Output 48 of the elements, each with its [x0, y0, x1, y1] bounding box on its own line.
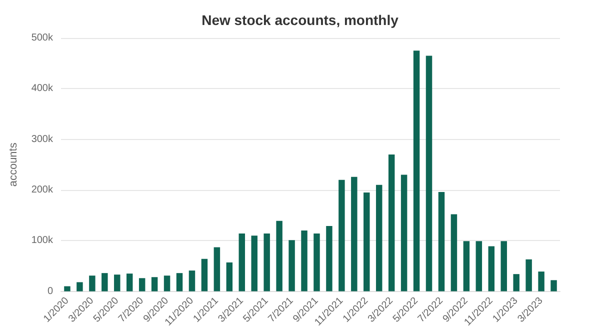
bar — [264, 234, 270, 292]
bar — [251, 236, 258, 292]
bar — [314, 234, 320, 292]
chart-title: New stock accounts, monthly — [202, 12, 399, 28]
bar — [476, 241, 482, 292]
bar — [426, 56, 432, 292]
y-axis-title: accounts — [8, 142, 20, 187]
bar — [438, 192, 445, 292]
bar — [276, 220, 282, 292]
bar — [413, 50, 420, 292]
y-tick-label: 400k — [31, 83, 54, 94]
bar — [76, 282, 83, 292]
y-tick-label: 500k — [31, 32, 54, 44]
bar — [288, 240, 295, 292]
bar — [114, 274, 120, 292]
bar — [351, 176, 358, 292]
bar — [301, 230, 308, 292]
bar — [102, 273, 108, 292]
bar — [463, 241, 470, 292]
bar — [176, 273, 183, 292]
bar — [238, 234, 246, 292]
bar — [164, 276, 170, 292]
y-tick-label: 100k — [31, 235, 54, 246]
bar — [400, 174, 408, 292]
bar — [488, 246, 495, 292]
bar — [364, 192, 370, 292]
y-tick-label: 200k — [31, 184, 54, 196]
bar — [526, 259, 532, 292]
bar — [550, 280, 557, 292]
bar — [126, 274, 133, 292]
bar — [338, 180, 345, 292]
bar — [214, 247, 220, 292]
bar — [538, 272, 544, 292]
bar — [513, 274, 520, 292]
bar — [89, 276, 96, 292]
bar — [138, 278, 146, 292]
bar — [151, 277, 158, 292]
y-tick-label: 0 — [47, 286, 54, 297]
bar — [188, 270, 196, 292]
y-tick-label: 300k — [31, 134, 54, 145]
bar — [201, 258, 208, 292]
bar — [376, 184, 382, 292]
bar — [64, 286, 70, 292]
bar — [388, 154, 395, 292]
bar — [500, 241, 507, 292]
bar — [450, 214, 458, 292]
bar — [226, 262, 233, 292]
bar — [326, 226, 332, 292]
